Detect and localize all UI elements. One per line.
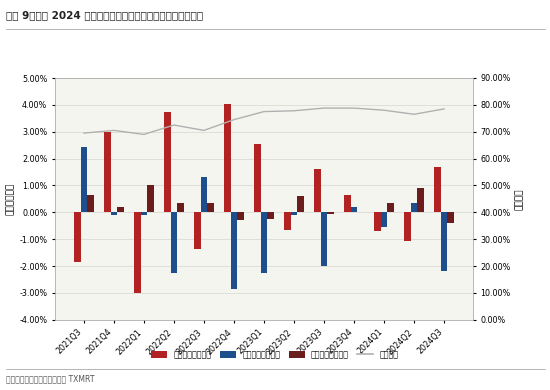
Bar	[254, 144, 261, 212]
Bar	[141, 212, 147, 215]
Text: 图表 9：截至 2024 年三季度末近三年混合基金平均仓位变化图: 图表 9：截至 2024 年三季度末近三年混合基金平均仓位变化图	[6, 10, 202, 20]
Bar	[164, 112, 170, 212]
Bar	[74, 212, 81, 262]
Bar	[134, 212, 141, 293]
Bar	[111, 212, 117, 215]
Bar	[104, 132, 111, 212]
Legend: 股票仓位变动比例, 债券仓位变动比例, 现金仓位变动比例, 股票仓位: 股票仓位变动比例, 债券仓位变动比例, 现金仓位变动比例, 股票仓位	[148, 347, 402, 363]
Bar	[374, 212, 381, 231]
Text: 数据来源：大椎基金评价助手 TXMRT: 数据来源：大椎基金评价助手 TXMRT	[6, 374, 94, 384]
Y-axis label: 仓位占比: 仓位占比	[515, 188, 524, 210]
Bar	[224, 103, 230, 212]
Bar	[411, 203, 417, 212]
Bar	[177, 203, 184, 212]
Bar	[387, 203, 394, 212]
Bar	[434, 167, 441, 212]
Bar	[81, 147, 87, 212]
Bar	[344, 195, 351, 212]
Bar	[230, 212, 237, 289]
Bar	[237, 212, 244, 220]
Bar	[291, 212, 298, 215]
Bar	[321, 212, 327, 266]
Bar	[147, 186, 154, 212]
Bar	[351, 207, 358, 212]
Bar	[117, 207, 124, 212]
Bar	[267, 212, 274, 219]
Bar	[194, 212, 201, 248]
Bar	[284, 212, 291, 230]
Bar	[314, 169, 321, 212]
Bar	[261, 212, 267, 273]
Bar	[207, 203, 214, 212]
Bar	[404, 212, 411, 241]
Bar	[298, 196, 304, 212]
Bar	[381, 212, 387, 227]
Bar	[87, 195, 94, 212]
Y-axis label: 仓位变动比例: 仓位变动比例	[6, 183, 15, 215]
Bar	[201, 177, 207, 212]
Bar	[170, 212, 177, 273]
Bar	[327, 212, 334, 214]
Bar	[441, 212, 447, 271]
Bar	[447, 212, 454, 223]
Bar	[417, 188, 424, 212]
